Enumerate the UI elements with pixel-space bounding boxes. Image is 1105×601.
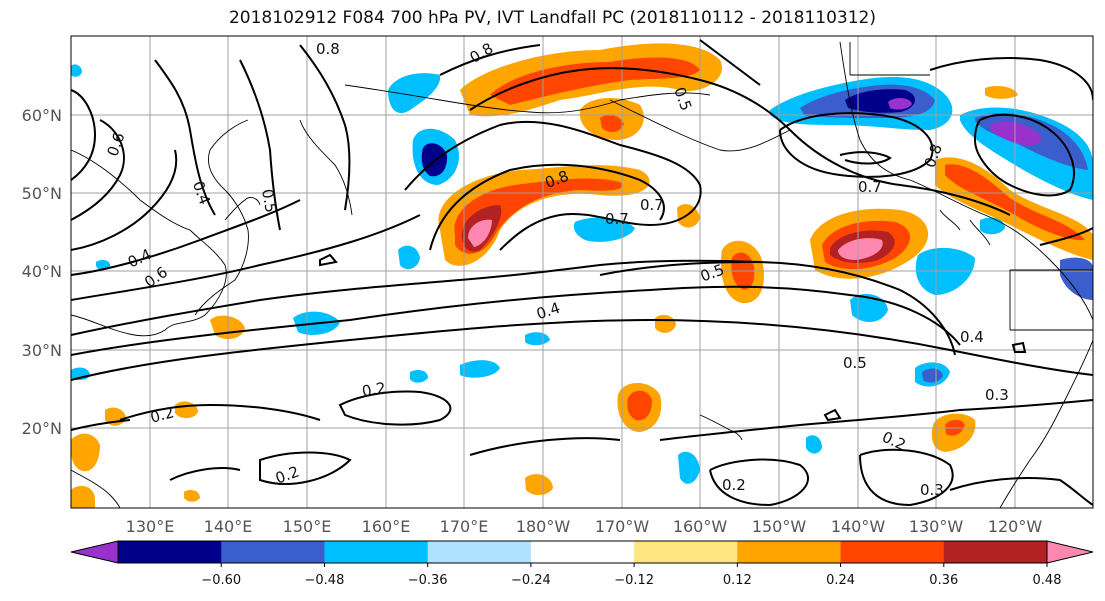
contour-label: 0.7 xyxy=(605,210,629,228)
latitude-label: 50°N xyxy=(22,184,62,203)
longitude-label: 140°E xyxy=(204,517,253,536)
latitude-label: 30°N xyxy=(22,341,62,360)
coastlines xyxy=(71,41,1093,508)
colorbar-tick-label: 0.36 xyxy=(929,573,958,588)
colorbar-segment xyxy=(737,541,842,563)
colorbar-segment xyxy=(530,541,635,563)
contour-label: 0.4 xyxy=(960,328,984,346)
longitude-labels: 130°E 140°E 150°E 160°E 170°E 180°W 170°W 160°W… xyxy=(126,517,1043,536)
map-frame xyxy=(70,35,1094,509)
colorbar-tick-label: 0.48 xyxy=(1033,573,1062,588)
colorbar-segment xyxy=(634,541,738,563)
contour-label: 0.5 xyxy=(258,188,280,215)
colorbar-tick-label: −0.12 xyxy=(614,573,654,588)
contour-label: 0.5 xyxy=(843,354,867,372)
latitude-label: 40°N xyxy=(22,262,62,281)
contour-label: 0.2 xyxy=(361,379,388,401)
contour-label: 0.2 xyxy=(722,476,746,494)
latitude-label: 20°N xyxy=(22,419,62,438)
longitude-label: 130°E xyxy=(126,517,175,536)
longitude-label: 170°W xyxy=(595,517,650,536)
contour-label: 0.7 xyxy=(640,196,664,214)
colorbar-tick-label: 0.12 xyxy=(723,573,752,588)
colorbar-tick-label: −0.24 xyxy=(511,573,551,588)
latitude-label: 60°N xyxy=(22,106,62,125)
contour-label: 0.3 xyxy=(920,481,944,499)
colorbar-segment xyxy=(427,541,532,563)
longitude-label: 140°W xyxy=(831,517,886,536)
contour-label: 0.8 xyxy=(316,40,340,58)
longitude-label: 150°W xyxy=(752,517,807,536)
colorbar-tick-label: −0.60 xyxy=(201,573,241,588)
colorbar-extend-low xyxy=(70,540,119,564)
contours xyxy=(71,39,1093,507)
longitude-label: 150°E xyxy=(283,517,332,536)
longitude-label: 170°E xyxy=(440,517,489,536)
map-content xyxy=(71,36,1093,508)
colorbar-segment xyxy=(840,541,945,563)
colorbar-labels: −0.60 −0.48 −0.36 −0.24 −0.12 0.12 0.24 0.36 0.4… xyxy=(201,563,1062,588)
contour-label: 0.7 xyxy=(858,178,882,196)
graticule xyxy=(71,36,1093,508)
colorbar xyxy=(70,540,1094,564)
contour-label: 0.2 xyxy=(148,403,176,427)
longitude-label: 180°W xyxy=(516,517,571,536)
colorbar-extend-high xyxy=(1046,540,1094,564)
colorbar-tick-label: 0.24 xyxy=(826,573,855,588)
colorbar-tick-label: −0.36 xyxy=(408,573,448,588)
colorbar-segment xyxy=(324,541,429,563)
longitude-label: 120°W xyxy=(988,517,1043,536)
colorbar-border xyxy=(117,540,1048,564)
contour-label: 0.3 xyxy=(985,386,1009,404)
chart-title: 2018102912 F084 700 hPa PV, IVT Landfall… xyxy=(228,8,876,28)
colorbar-segment xyxy=(118,541,222,563)
longitude-label: 160°W xyxy=(673,517,728,536)
longitude-label: 130°W xyxy=(909,517,964,536)
colorbar-segment xyxy=(943,541,1048,563)
colorbar-segment xyxy=(221,541,325,563)
longitude-label: 160°E xyxy=(362,517,411,536)
colorbar-tick-label: −0.48 xyxy=(305,573,345,588)
latitude-labels: 60°N 50°N 40°N 30°N 20°N xyxy=(22,106,62,438)
